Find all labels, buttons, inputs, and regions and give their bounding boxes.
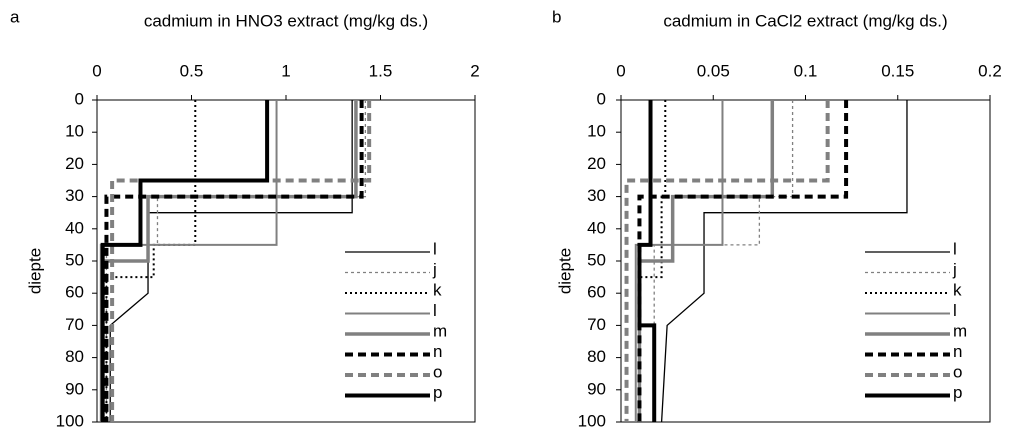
- x-tick-label: 1: [281, 61, 290, 80]
- legend-label: n: [433, 342, 442, 361]
- legend-label: m: [433, 321, 447, 340]
- y-tick-label: 30: [65, 186, 84, 205]
- legend-label: j: [432, 260, 437, 279]
- x-tick-label: 1.5: [369, 61, 393, 80]
- series-line: [624, 100, 830, 422]
- x-tick-label: 0: [616, 61, 625, 80]
- legend-label: o: [953, 362, 962, 381]
- y-tick-label: 40: [587, 218, 606, 237]
- y-tick-label: 30: [587, 186, 606, 205]
- y-tick-label: 10: [65, 122, 84, 141]
- series-line: [637, 100, 657, 422]
- plot-frame: [96, 99, 476, 423]
- x-tick-label: 0.05: [697, 61, 730, 80]
- y-tick-label: 10: [587, 122, 606, 141]
- y-tick-label: 60: [587, 283, 606, 302]
- y-tick-label: 80: [65, 347, 84, 366]
- x-tick-label: 0.1: [794, 61, 818, 80]
- chart-title: cadmium in HNO3 extract (mg/kg ds.): [144, 11, 428, 30]
- y-tick-label: 50: [587, 250, 606, 269]
- y-axis-title: diepte: [555, 248, 574, 294]
- legend-label: l: [433, 301, 437, 320]
- x-tick-label: 0: [92, 61, 101, 80]
- x-tick-label: 2: [470, 61, 479, 80]
- y-tick-label: 60: [65, 283, 84, 302]
- series-line: [100, 100, 358, 422]
- series-line: [637, 100, 775, 422]
- y-tick-label: 70: [587, 315, 606, 334]
- legend-label: o: [433, 362, 442, 381]
- y-axis-title: diepte: [25, 248, 44, 294]
- legend-label: k: [953, 280, 962, 299]
- series-line: [100, 100, 270, 422]
- series-line: [637, 100, 849, 422]
- y-tick-label: 90: [65, 379, 84, 398]
- series-line: [110, 100, 372, 422]
- legend-label: l: [433, 239, 437, 258]
- y-tick-label: 50: [65, 250, 84, 269]
- y-tick-label: 70: [65, 315, 84, 334]
- legend-label: m: [953, 321, 967, 340]
- series-line: [634, 100, 724, 422]
- y-tick-label: 20: [587, 154, 606, 173]
- y-tick-label: 0: [75, 89, 84, 108]
- series-line: [660, 100, 908, 423]
- legend-label: k: [433, 280, 442, 299]
- legend-label: j: [952, 260, 957, 279]
- panel-label: a: [10, 7, 20, 26]
- y-tick-label: 80: [587, 347, 606, 366]
- x-tick-label: 0.5: [180, 61, 204, 80]
- legend-label: n: [953, 342, 962, 361]
- legend-label: p: [953, 383, 962, 402]
- legend-label: p: [433, 383, 442, 402]
- y-tick-label: 0: [597, 89, 606, 108]
- y-tick-label: 100: [578, 411, 606, 427]
- x-tick-label: 0.2: [978, 61, 1002, 80]
- y-tick-label: 100: [56, 411, 84, 427]
- y-tick-label: 20: [65, 154, 84, 173]
- y-tick-label: 90: [587, 379, 606, 398]
- chart-title: cadmium in CaCl2 extract (mg/kg ds.): [663, 11, 947, 30]
- series-line: [638, 100, 667, 422]
- legend-label: l: [953, 301, 957, 320]
- legend-label: l: [953, 239, 957, 258]
- series-line: [653, 100, 794, 422]
- series-line: [104, 100, 364, 422]
- y-tick-label: 40: [65, 218, 84, 237]
- x-tick-label: 0.15: [881, 61, 914, 80]
- panel-label: b: [552, 7, 561, 26]
